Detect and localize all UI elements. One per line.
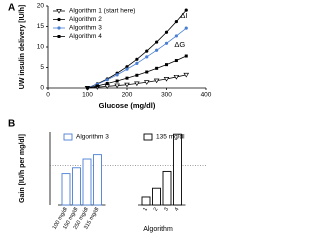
legend-swatch	[63, 133, 73, 141]
y-axis-label: UW insulin delivery [IU/h]	[19, 5, 26, 89]
marker	[164, 30, 169, 34]
annotation: ΔG	[174, 40, 185, 49]
marker	[115, 79, 119, 83]
x-tick-label: 4	[174, 207, 181, 213]
y-tick-label: 0	[40, 85, 44, 92]
bar	[93, 154, 102, 206]
marker	[145, 49, 149, 53]
panel-label: A	[8, 3, 15, 14]
x-tick-label: 400	[201, 92, 212, 99]
marker	[105, 81, 109, 85]
bar	[61, 173, 71, 206]
marker	[115, 73, 119, 77]
bar	[152, 187, 161, 206]
x-tick-label: 2	[153, 207, 160, 213]
bar	[82, 158, 92, 206]
x-tick-label: 300	[161, 92, 172, 99]
marker	[57, 26, 61, 30]
marker	[183, 72, 190, 78]
y-tick-label: 10	[37, 44, 45, 51]
marker	[153, 78, 160, 84]
y-tick-label: 20	[37, 3, 45, 10]
marker	[174, 34, 178, 38]
marker	[124, 82, 130, 88]
marker	[163, 77, 170, 82]
marker	[164, 41, 169, 45]
marker	[135, 73, 139, 77]
marker	[125, 67, 129, 71]
bar	[72, 167, 81, 206]
x-tick-label: 100	[82, 92, 93, 99]
marker	[57, 17, 61, 22]
marker	[184, 8, 188, 12]
marker	[174, 19, 178, 24]
y-tick-label: 5	[40, 64, 44, 71]
legend-label: Algorithm 3	[76, 134, 109, 141]
marker	[57, 35, 61, 38]
marker	[134, 81, 140, 87]
x-tick-label: 200	[122, 92, 133, 99]
x-tick-label: 1	[142, 207, 149, 213]
marker	[125, 76, 129, 80]
x-axis-label: Algorithm	[143, 226, 173, 233]
marker	[145, 70, 149, 74]
legend-label: 135 mg/dl	[156, 134, 185, 141]
marker	[173, 74, 180, 80]
bar	[141, 196, 151, 206]
legend-label: Algorithm 2	[69, 16, 102, 23]
figure: A UW insulin delivery [IU/h] Glucose (mg/d…	[8, 3, 212, 233]
annotation: ΔI	[180, 11, 187, 20]
marker	[145, 55, 149, 59]
marker	[114, 83, 120, 89]
legend-label: Algorithm 4	[69, 33, 102, 40]
y-tick-label: 15	[37, 23, 45, 30]
legend-label: Algorithm 3	[69, 25, 102, 32]
y-axis-label: Gain [IU/h per mg/dl]	[19, 134, 26, 203]
bar	[162, 170, 172, 206]
marker	[135, 57, 139, 61]
marker	[174, 59, 178, 63]
legend-swatch	[143, 133, 153, 141]
legend-label: Algorithm 1 (start here)	[69, 8, 135, 15]
marker	[184, 54, 188, 58]
marker	[86, 86, 89, 90]
marker	[135, 61, 139, 65]
marker	[155, 48, 159, 52]
bar	[173, 133, 182, 206]
marker	[143, 80, 150, 85]
panel-label: B	[8, 119, 15, 130]
x-tick-label: 0	[46, 92, 50, 99]
marker	[56, 9, 62, 14]
marker	[155, 40, 159, 44]
x-axis-label: Glucose (mg/dl)	[99, 101, 156, 110]
x-tick-label: 3	[163, 207, 170, 213]
marker	[165, 63, 168, 67]
marker	[105, 78, 109, 82]
marker	[155, 66, 159, 70]
marker	[184, 26, 188, 30]
marker	[95, 84, 99, 88]
marker	[125, 65, 129, 69]
